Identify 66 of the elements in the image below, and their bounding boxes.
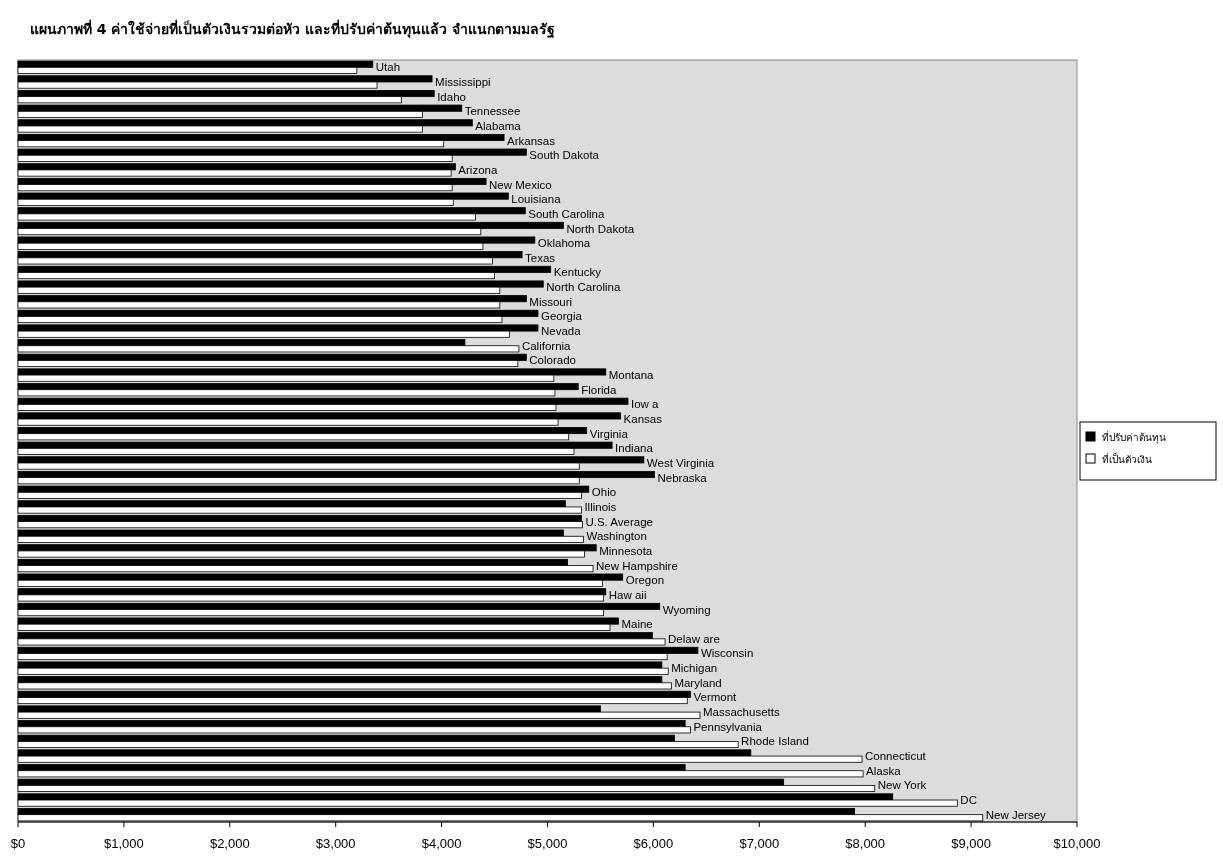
y-tick-label: Delaw are bbox=[668, 632, 720, 645]
y-tick-label: West Virginia bbox=[646, 456, 715, 469]
y-tick-label: Maryland bbox=[674, 676, 722, 689]
y-tick-label: South Dakota bbox=[529, 149, 600, 162]
y-tick-label: Michigan bbox=[671, 662, 718, 675]
x-tick-label: $1,000 bbox=[104, 836, 144, 851]
y-tick-label: Montana bbox=[608, 369, 655, 382]
y-tick-label: Ohio bbox=[591, 486, 617, 499]
y-tick-label: Wisconsin bbox=[700, 647, 754, 660]
legend-label: ที่ปรับค่าต้นทุน bbox=[1102, 430, 1166, 444]
y-tick-label: Idaho bbox=[437, 90, 466, 103]
y-tick-label: Massachusetts bbox=[703, 706, 780, 719]
y-tick-label: Mississippi bbox=[435, 75, 491, 88]
x-tick-label: $4,000 bbox=[421, 836, 462, 851]
x-tick-label: $10,000 bbox=[1053, 836, 1101, 851]
y-tick-label: Pennsylvania bbox=[693, 720, 763, 733]
y-tick-label: Georgia bbox=[540, 310, 583, 323]
x-tick-label: $0 bbox=[10, 836, 26, 851]
y-tick-label: Nebraska bbox=[657, 471, 708, 484]
y-tick-label: Washington bbox=[586, 530, 647, 543]
y-tick-label: Vermont bbox=[693, 691, 738, 704]
y-tick-label: California bbox=[521, 339, 572, 352]
y-tick-label: Florida bbox=[581, 383, 617, 396]
x-tick-label: $8,000 bbox=[845, 836, 886, 851]
y-tick-label: U.S. Average bbox=[585, 515, 654, 528]
x-tick-label: $5,000 bbox=[527, 836, 568, 851]
y-tick-label: Missouri bbox=[529, 295, 573, 308]
y-tick-label: Connecticut bbox=[865, 750, 927, 763]
y-tick-label: Louisiana bbox=[511, 193, 562, 206]
y-tick-label: New Jersey bbox=[985, 808, 1047, 821]
y-tick-label: Virginia bbox=[589, 427, 629, 440]
y-tick-label: Kentucky bbox=[553, 266, 602, 279]
y-tick-label: DC bbox=[960, 794, 977, 807]
legend-label: ที่เป็นตัวเงิน bbox=[1102, 452, 1152, 465]
y-tick-label: South Carolina bbox=[528, 207, 605, 220]
y-tick-label: Texas bbox=[525, 251, 556, 264]
y-tick-label: North Dakota bbox=[566, 222, 635, 235]
y-tick-label: Iow a bbox=[630, 398, 660, 411]
y-tick-label: Haw aii bbox=[608, 588, 647, 601]
y-tick-label: Kansas bbox=[623, 413, 663, 426]
chart-title: แผนภาพที่ 4 ค่าใช้จ่ายที่เป็นตัวเงินรวมต่อหัว และที่ปรับค่าต้นทุนแล้ว จำแนกตามมลรัฐ bbox=[30, 19, 556, 39]
y-tick-label: Oklahoma bbox=[537, 237, 591, 250]
y-tick-label: Alabama bbox=[475, 119, 522, 132]
x-tick-label: $3,000 bbox=[315, 836, 356, 851]
y-tick-label: Wyoming bbox=[662, 603, 711, 616]
x-tick-label: $2,000 bbox=[209, 836, 250, 851]
y-tick-label: Illinois bbox=[584, 500, 617, 513]
y-tick-label: Arkansas bbox=[507, 134, 556, 147]
x-tick-label: $9,000 bbox=[951, 836, 991, 851]
y-tick-label: Rhode Island bbox=[741, 735, 809, 748]
y-tick-label: Nevada bbox=[540, 325, 582, 338]
y-tick-label: Minnesota bbox=[599, 544, 653, 557]
y-tick-label: Oregon bbox=[625, 574, 665, 587]
y-tick-label: Tennessee bbox=[464, 105, 521, 118]
y-tick-label: Arizona bbox=[458, 163, 498, 176]
y-tick-label: New York bbox=[877, 779, 927, 792]
x-tick-label: $6,000 bbox=[633, 836, 674, 851]
y-tick-label: Utah bbox=[375, 61, 401, 74]
y-tick-label: Indiana bbox=[615, 442, 654, 455]
y-tick-label: New Mexico bbox=[489, 178, 552, 191]
y-tick-label: Alaska bbox=[866, 764, 902, 777]
y-tick-label: New Hampshire bbox=[596, 559, 678, 572]
y-tick-label: Colorado bbox=[529, 354, 576, 367]
y-tick-label: North Carolina bbox=[546, 281, 622, 294]
y-tick-label: Maine bbox=[621, 618, 653, 631]
x-tick-label: $7,000 bbox=[739, 836, 780, 851]
